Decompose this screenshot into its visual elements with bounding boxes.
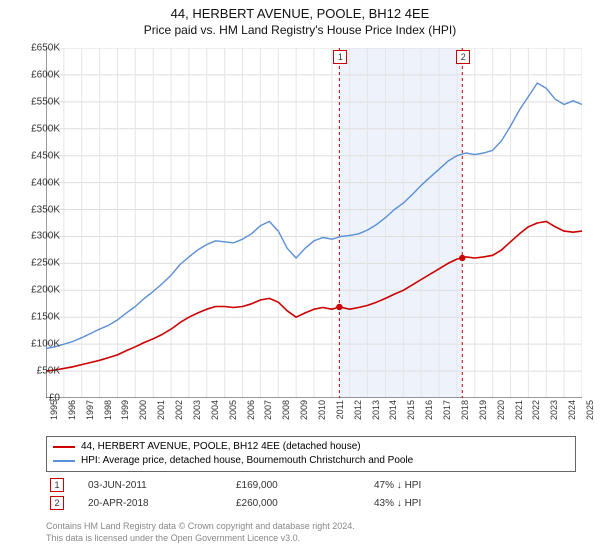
x-tick-label: 2017 <box>442 400 452 420</box>
credits-line-1: Contains HM Land Registry data © Crown c… <box>46 520 576 532</box>
transaction-marker: 1 <box>333 50 347 64</box>
x-tick-label: 2003 <box>192 400 202 420</box>
credits-line-2: This data is licensed under the Open Gov… <box>46 532 576 544</box>
chart-plot-area <box>46 48 582 398</box>
x-tick-label: 2000 <box>138 400 148 420</box>
x-tick-label: 2002 <box>174 400 184 420</box>
transaction-marker: 2 <box>456 50 470 64</box>
x-tick-label: 2008 <box>281 400 291 420</box>
x-tick-label: 2019 <box>478 400 488 420</box>
chart-legend: 44, HERBERT AVENUE, POOLE, BH12 4EE (det… <box>46 436 576 472</box>
title-address: 44, HERBERT AVENUE, POOLE, BH12 4EE <box>0 6 600 21</box>
x-tick-label: 1998 <box>103 400 113 420</box>
x-tick-label: 1997 <box>85 400 95 420</box>
x-tick-label: 2025 <box>585 400 595 420</box>
x-tick-label: 2005 <box>228 400 238 420</box>
y-tick-label: £400K <box>31 177 60 188</box>
chart-svg <box>46 48 582 398</box>
legend-label: 44, HERBERT AVENUE, POOLE, BH12 4EE (det… <box>81 440 361 454</box>
x-tick-label: 2001 <box>156 400 166 420</box>
x-tick-label: 2023 <box>549 400 559 420</box>
legend-item: HPI: Average price, detached house, Bour… <box>53 454 569 468</box>
x-tick-label: 2010 <box>317 400 327 420</box>
x-tick-label: 2004 <box>210 400 220 420</box>
y-tick-label: £600K <box>31 69 60 80</box>
y-tick-label: £300K <box>31 231 60 242</box>
y-tick-label: £550K <box>31 96 60 107</box>
y-tick-label: £100K <box>31 339 60 350</box>
x-tick-label: 2022 <box>531 400 541 420</box>
transaction-price: £260,000 <box>232 494 370 512</box>
transaction-delta: 43% ↓ HPI <box>370 494 576 512</box>
y-tick-label: £200K <box>31 285 60 296</box>
y-tick-label: £350K <box>31 204 60 215</box>
x-tick-label: 2020 <box>496 400 506 420</box>
transaction-price: £169,000 <box>232 476 370 494</box>
y-tick-label: £650K <box>31 43 60 54</box>
transaction-num-box: 2 <box>50 496 64 510</box>
x-tick-label: 2024 <box>567 400 577 420</box>
transaction-date: 20-APR-2018 <box>84 494 232 512</box>
x-tick-label: 2009 <box>299 400 309 420</box>
credits: Contains HM Land Registry data © Crown c… <box>46 520 576 544</box>
y-tick-label: £50K <box>37 366 60 377</box>
legend-swatch <box>53 460 75 462</box>
legend-label: HPI: Average price, detached house, Bour… <box>81 454 413 468</box>
x-tick-label: 1996 <box>67 400 77 420</box>
x-tick-label: 2011 <box>335 400 345 419</box>
x-tick-label: 2014 <box>388 400 398 420</box>
table-row: 2 20-APR-2018£260,00043% ↓ HPI <box>46 494 576 512</box>
transaction-delta: 47% ↓ HPI <box>370 476 576 494</box>
y-tick-label: £150K <box>31 312 60 323</box>
x-tick-label: 1995 <box>49 400 59 420</box>
y-tick-label: £250K <box>31 258 60 269</box>
y-tick-label: £450K <box>31 150 60 161</box>
transaction-date: 03-JUN-2011 <box>84 476 232 494</box>
legend-item: 44, HERBERT AVENUE, POOLE, BH12 4EE (det… <box>53 440 569 454</box>
x-tick-label: 2007 <box>263 400 273 420</box>
legend-swatch <box>53 446 75 448</box>
x-tick-label: 2016 <box>424 400 434 420</box>
y-tick-label: £500K <box>31 123 60 134</box>
transactions-table: 1 03-JUN-2011£169,00047% ↓ HPI 2 20-APR-201… <box>46 476 576 512</box>
x-tick-label: 1999 <box>120 400 130 420</box>
title-subtitle: Price paid vs. HM Land Registry's House … <box>0 23 600 37</box>
table-row: 1 03-JUN-2011£169,00047% ↓ HPI <box>46 476 576 494</box>
x-tick-label: 2013 <box>371 400 381 420</box>
x-tick-label: 2015 <box>406 400 416 420</box>
x-tick-label: 2012 <box>353 400 363 420</box>
x-tick-label: 2021 <box>514 400 524 420</box>
transaction-num-box: 1 <box>50 478 64 492</box>
x-tick-label: 2006 <box>246 400 256 420</box>
x-tick-label: 2018 <box>460 400 470 420</box>
